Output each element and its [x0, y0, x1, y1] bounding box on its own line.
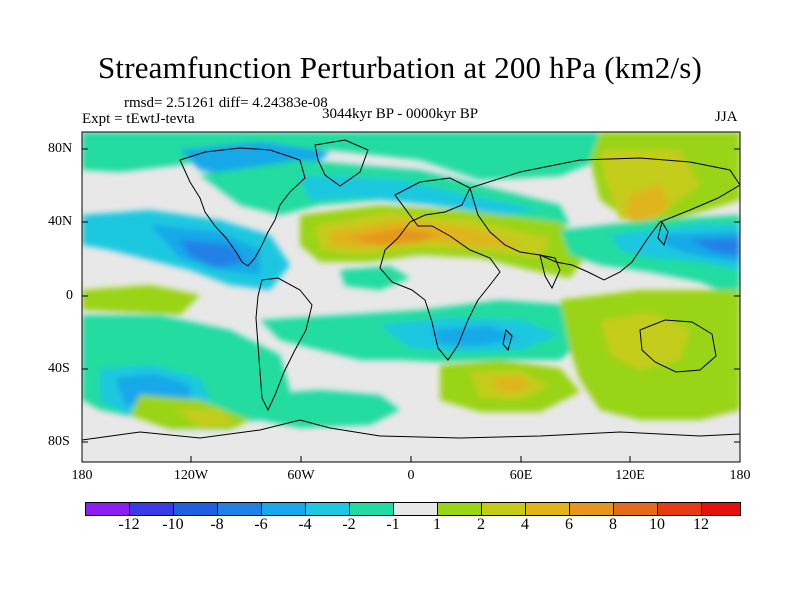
colorbar-swatch [173, 502, 218, 516]
colorbar-swatch [613, 502, 658, 516]
x-tick-label: 180 [71, 468, 93, 483]
colorbar-label: -10 [162, 516, 184, 533]
colorbar-label: 1 [433, 516, 441, 533]
colorbar-swatch [437, 502, 482, 516]
y-tick-label: 80S [48, 434, 70, 449]
period-label: 3044kyr BP - 0000kyr BP [322, 106, 479, 122]
experiment-label: Expt = tEwtJ-tevta [82, 111, 195, 127]
y-tick-label: 0 [66, 288, 73, 303]
colorbar-label: 12 [693, 516, 709, 533]
colorbar-label: -12 [118, 516, 140, 533]
coastlines [82, 139, 740, 441]
chart-title: Streamfunction Perturbation at 200 hPa (… [97, 50, 703, 85]
y-tick-label: 40N [48, 214, 73, 229]
colorbar-label: 2 [477, 516, 485, 533]
y-tick-label: 40S [48, 361, 70, 376]
season-label: JJA [715, 109, 738, 125]
x-tick-label: 120E [615, 468, 645, 483]
colorbar-label: 6 [565, 516, 573, 533]
colorbar-label: -2 [342, 516, 356, 533]
x-tick-label: 180 [729, 468, 751, 483]
colorbar-swatch [525, 502, 570, 516]
colorbar-label: -8 [210, 516, 224, 533]
colorbar-label: 10 [649, 516, 665, 533]
colorbar-label: 8 [609, 516, 617, 533]
colorbar-swatch [217, 502, 262, 516]
tick-marks [82, 148, 740, 462]
x-tick-label: 60E [509, 468, 533, 483]
colorbar-swatch [129, 502, 174, 516]
x-tick-label: 0 [407, 468, 415, 483]
colorbar-swatch [701, 502, 741, 516]
colorbar-swatch [85, 502, 130, 516]
colorbar-swatch [657, 502, 702, 516]
x-tick-label: 60W [287, 468, 315, 483]
colorbar-swatch [305, 502, 350, 516]
contour-field [82, 132, 740, 462]
x-tick-label: 120W [173, 468, 209, 483]
colorbar-label: -6 [254, 516, 268, 533]
colorbar-label: -1 [386, 516, 400, 533]
colorbar-swatch [481, 502, 526, 516]
y-tick-label: 80N [48, 141, 73, 156]
colorbar-swatch [349, 502, 394, 516]
colorbar-swatch [261, 502, 306, 516]
colorbar-swatch [569, 502, 614, 516]
colorbar-label: -4 [298, 516, 312, 533]
colorbar-label: 4 [521, 516, 529, 533]
stats-text: rmsd= 2.51261 diff= 4.24383e-08 [124, 95, 328, 111]
colorbar-swatch [393, 502, 438, 516]
